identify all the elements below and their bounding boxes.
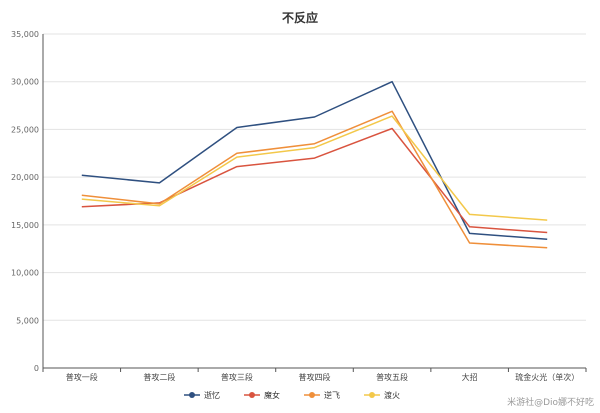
legend: 逝忆 魔女 逆飞 渡火	[184, 390, 400, 400]
y-tick-label: 15,000	[11, 221, 39, 230]
series-line	[81, 80, 548, 240]
x-tick-label: 普攻五段	[376, 372, 408, 382]
series-lines	[81, 80, 548, 249]
axes: 0 5,000 10,000 15,000 20,000 25,000 30,000 35,0…	[11, 30, 587, 382]
legend-label: 魔女	[264, 390, 280, 400]
legend-label: 逝忆	[204, 390, 220, 400]
legend-label: 逆飞	[324, 390, 340, 400]
series-line	[81, 127, 548, 234]
y-tick-label: 20,000	[11, 173, 39, 182]
legend-marker	[309, 392, 315, 398]
legend-marker	[369, 392, 375, 398]
grid	[43, 33, 586, 321]
x-tick-label: 琉金火光（单次）	[515, 372, 579, 382]
series-line	[81, 110, 548, 249]
series-line	[81, 115, 548, 221]
legend-label: 渡火	[384, 390, 400, 400]
y-tick-label: 5,000	[16, 316, 39, 325]
x-tick-label: 普攻二段	[143, 372, 175, 382]
x-tick-label: 普攻四段	[299, 372, 331, 382]
legend-marker	[249, 392, 255, 398]
y-tick-label: 30,000	[11, 78, 39, 87]
y-tick-label: 25,000	[11, 125, 39, 134]
x-tick-label: 普攻三段	[221, 372, 253, 382]
x-tick-label: 大招	[462, 372, 478, 382]
legend-marker	[189, 392, 195, 398]
x-tick-label: 普攻一段	[66, 372, 98, 382]
watermark: 米游社@Dio娜不好吃	[507, 396, 594, 408]
y-tick-label: 10,000	[11, 269, 39, 278]
chart-title: 不反应	[282, 10, 318, 25]
y-tick-label: 35,000	[11, 30, 39, 39]
y-tick-label: 0	[34, 364, 39, 373]
